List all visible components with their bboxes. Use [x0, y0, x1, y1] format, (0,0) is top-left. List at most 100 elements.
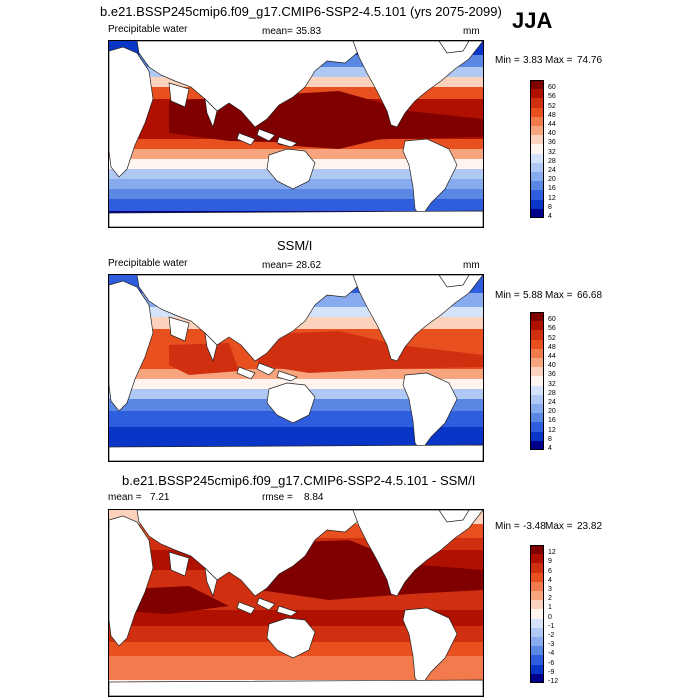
panel2-variable: Precipitable water	[108, 258, 188, 269]
colorbar-swatch	[530, 339, 544, 349]
land-region	[266, 617, 316, 659]
colorbar-label: 3	[548, 586, 552, 593]
colorbar-swatch	[530, 330, 544, 340]
colorbar-label: 44	[548, 121, 556, 128]
colorbar-swatch	[530, 581, 544, 591]
field-band	[109, 610, 483, 626]
land-region	[109, 515, 154, 647]
colorbar-swatch	[530, 107, 544, 117]
colorbar-swatch	[530, 440, 544, 450]
colorbar-label: -6	[548, 659, 555, 667]
colorbar-swatch	[530, 637, 544, 647]
panel3-min: -3.48	[523, 521, 546, 532]
land-region	[276, 605, 298, 617]
colorbar-label: 48	[548, 111, 556, 119]
land-region	[402, 607, 458, 687]
colorbar-swatch	[530, 664, 544, 674]
colorbar-label: 12	[548, 426, 556, 434]
land-region	[109, 679, 483, 696]
colorbar-label: 12	[548, 549, 556, 557]
panel2-min: 5.88	[523, 290, 543, 301]
colorbar-label: 44	[548, 353, 556, 360]
panel3-rmse: 8.84	[304, 492, 324, 503]
colorbar-label: 40	[548, 362, 556, 370]
land-region	[136, 510, 360, 597]
colorbar-label: 8	[548, 203, 552, 211]
panel1-colorbar: 60 56 52 48 44 40 36 32 28 24 20 16 12 8 4	[530, 80, 580, 228]
panel2-units: mm	[463, 260, 480, 271]
colorbar-label: 60	[548, 84, 556, 92]
colorbar-swatch	[530, 655, 544, 665]
colorbar-swatch	[530, 80, 544, 90]
colorbar-swatch	[530, 609, 544, 619]
colorbar-label: 40	[548, 130, 556, 138]
panel1-max-label: Max =	[545, 55, 573, 66]
panel3-mean: 7.21	[150, 492, 170, 503]
colorbar-label: 52	[548, 102, 556, 110]
colorbar-label: -12	[548, 678, 559, 685]
land-region	[109, 46, 154, 178]
panel2-max: 66.68	[577, 290, 603, 301]
colorbar-swatch	[530, 422, 544, 432]
colorbar-swatch	[530, 321, 544, 331]
colorbar-swatch	[530, 431, 544, 441]
land-region	[256, 597, 276, 611]
land-region	[276, 136, 298, 148]
panel1-map-svg	[109, 41, 483, 227]
panel3-rmse-label: rmse =	[262, 492, 293, 503]
colorbar-swatch	[530, 172, 544, 182]
field-band	[109, 369, 483, 379]
land-region	[266, 382, 316, 424]
colorbar-swatch	[530, 404, 544, 414]
panel3-map-svg	[109, 510, 483, 696]
field-band	[109, 189, 483, 199]
field-region	[249, 331, 483, 373]
colorbar-label: 56	[548, 93, 556, 101]
colorbar-swatch	[530, 199, 544, 209]
colorbar-swatch	[530, 600, 544, 610]
colorbar-label: 56	[548, 325, 556, 333]
land-region	[168, 551, 190, 577]
colorbar-swatch	[530, 348, 544, 358]
colorbar-swatch	[530, 618, 544, 628]
field-region	[269, 125, 389, 149]
panel2-map	[108, 274, 484, 462]
colorbar-label: 20	[548, 408, 556, 416]
colorbar-label: 20	[548, 176, 556, 184]
colorbar-swatch	[530, 116, 544, 126]
field-region	[249, 540, 483, 600]
panel3-max: 23.82	[577, 521, 603, 532]
colorbar-label: 9	[548, 558, 552, 566]
colorbar-label: 4	[548, 576, 552, 584]
panel2-map-svg	[109, 275, 483, 461]
colorbar-label: -4	[548, 650, 555, 658]
colorbar-label: 24	[548, 167, 556, 174]
panel2-min-label: Min =	[495, 290, 520, 301]
colorbar-label: 24	[548, 399, 556, 406]
land-region	[204, 567, 218, 598]
colorbar-swatch	[530, 98, 544, 108]
colorbar-swatch	[530, 376, 544, 386]
colorbar-label: 12	[548, 194, 556, 202]
land-region	[236, 132, 256, 146]
colorbar-label: 32	[548, 148, 556, 156]
panel2-max-label: Max =	[545, 290, 573, 301]
colorbar-label: 32	[548, 380, 556, 388]
colorbar-label: 48	[548, 343, 556, 351]
land-region	[204, 332, 218, 363]
colorbar-label: 36	[548, 371, 556, 379]
land-region	[109, 444, 483, 461]
colorbar-label: 16	[548, 185, 556, 193]
colorbar-swatch	[530, 89, 544, 99]
colorbar-label: 4	[548, 213, 552, 220]
colorbar-swatch	[530, 646, 544, 656]
colorbar-swatch	[530, 162, 544, 172]
colorbar-swatch	[530, 385, 544, 395]
panel2-mean: 28.62	[296, 260, 322, 271]
colorbar-label: -3	[548, 641, 555, 649]
land-region	[236, 366, 256, 380]
panel3-mean-label: mean =	[108, 492, 142, 503]
colorbar-label: -2	[548, 632, 555, 639]
land-region	[438, 275, 470, 288]
colorbar-label: 16	[548, 417, 556, 425]
